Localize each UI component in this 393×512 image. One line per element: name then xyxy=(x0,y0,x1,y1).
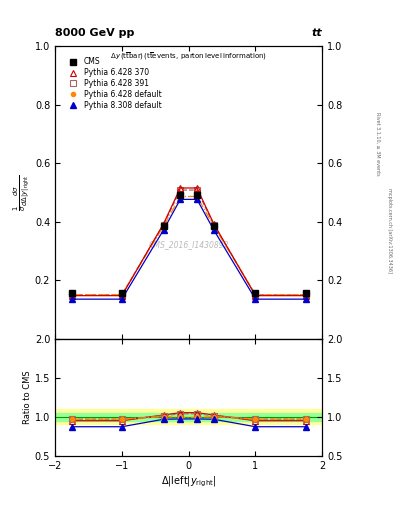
Pythia 6.428 391 xyxy=(253,292,258,298)
Pythia 6.428 default xyxy=(195,194,199,200)
Pythia 8.308 default xyxy=(161,227,166,233)
Text: mcplots.cern.ch [arXiv:1306.3436]: mcplots.cern.ch [arXiv:1306.3436] xyxy=(387,188,391,273)
Line: Pythia 6.428 391: Pythia 6.428 391 xyxy=(69,187,309,297)
CMS xyxy=(161,223,166,229)
Pythia 6.428 370 xyxy=(253,292,258,298)
Line: Pythia 6.428 370: Pythia 6.428 370 xyxy=(69,185,309,298)
Pythia 6.428 370 xyxy=(195,185,199,191)
Pythia 8.308 default xyxy=(178,196,183,202)
CMS xyxy=(211,223,216,229)
Pythia 8.308 default xyxy=(303,296,308,302)
Text: $\Delta\,y(\mathsf{t}\overline{\mathsf{t}}\mathsf{bar})\,(\mathsf{t}\overline{\m: $\Delta\,y(\mathsf{t}\overline{\mathsf{t… xyxy=(110,51,267,62)
CMS xyxy=(303,290,308,296)
X-axis label: $\Delta|\mathsf{left}|y_\mathsf{right}|$: $\Delta|\mathsf{left}|y_\mathsf{right}|$ xyxy=(161,475,216,489)
Pythia 6.428 default xyxy=(303,292,308,298)
Pythia 6.428 391 xyxy=(303,292,308,298)
Pythia 6.428 391 xyxy=(178,187,183,193)
Pythia 6.428 default xyxy=(161,223,166,229)
Line: Pythia 8.308 default: Pythia 8.308 default xyxy=(69,197,309,302)
Text: CMS_2016_I1430892: CMS_2016_I1430892 xyxy=(149,241,229,249)
Pythia 6.428 370 xyxy=(119,292,124,298)
CMS xyxy=(178,192,183,198)
Pythia 6.428 391 xyxy=(211,222,216,228)
Pythia 6.428 default xyxy=(253,292,258,298)
Pythia 6.428 391 xyxy=(161,222,166,228)
Pythia 6.428 391 xyxy=(195,187,199,193)
Pythia 8.308 default xyxy=(211,227,216,233)
Y-axis label: $\frac{1}{\sigma}\frac{d\sigma}{d\Delta|y|_\mathsf{right}}$: $\frac{1}{\sigma}\frac{d\sigma}{d\Delta|… xyxy=(11,174,32,211)
CMS xyxy=(70,290,74,296)
Text: Rivet 3.1.10, ≥ 3M events: Rivet 3.1.10, ≥ 3M events xyxy=(375,112,380,175)
Text: tt: tt xyxy=(312,28,322,38)
Line: CMS: CMS xyxy=(69,193,309,296)
CMS xyxy=(253,290,258,296)
Pythia 6.428 370 xyxy=(178,185,183,191)
Pythia 6.428 default xyxy=(119,292,124,298)
Pythia 6.428 391 xyxy=(70,292,74,298)
Bar xyxy=(55,409,322,424)
Text: 8000 GeV pp: 8000 GeV pp xyxy=(55,28,134,38)
Pythia 8.308 default xyxy=(70,296,74,302)
Pythia 6.428 370 xyxy=(161,221,166,227)
Pythia 8.308 default xyxy=(119,296,124,302)
CMS xyxy=(195,192,199,198)
Line: Pythia 6.428 default: Pythia 6.428 default xyxy=(70,195,308,297)
Pythia 6.428 370 xyxy=(211,221,216,227)
Pythia 8.308 default xyxy=(253,296,258,302)
Pythia 6.428 370 xyxy=(303,292,308,298)
Pythia 6.428 370 xyxy=(70,292,74,298)
CMS xyxy=(119,290,124,296)
Pythia 6.428 default xyxy=(70,292,74,298)
Y-axis label: Ratio to CMS: Ratio to CMS xyxy=(23,370,32,424)
Pythia 6.428 default xyxy=(178,194,183,200)
Bar xyxy=(55,413,322,420)
Pythia 6.428 391 xyxy=(119,292,124,298)
Pythia 6.428 default xyxy=(211,223,216,229)
Pythia 8.308 default xyxy=(195,196,199,202)
Legend: CMS, Pythia 6.428 370, Pythia 6.428 391, Pythia 6.428 default, Pythia 8.308 defa: CMS, Pythia 6.428 370, Pythia 6.428 391,… xyxy=(64,56,163,112)
